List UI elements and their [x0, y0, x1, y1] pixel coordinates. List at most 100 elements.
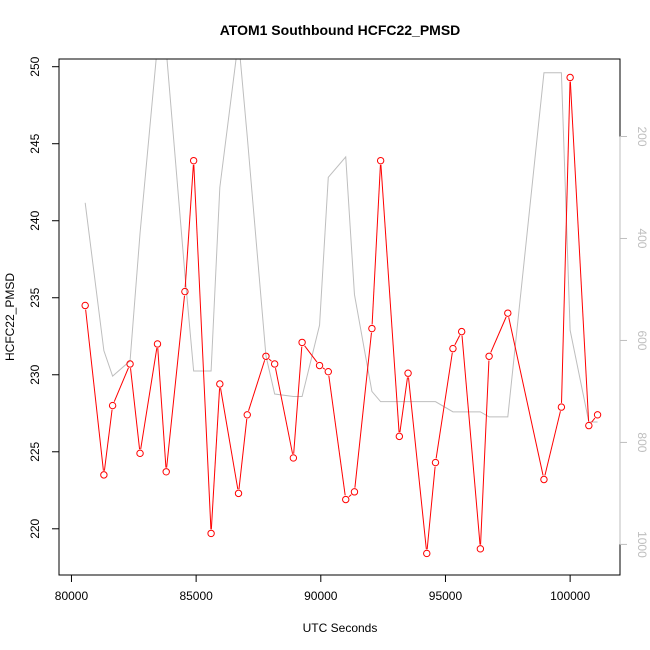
series-line-segment: [480, 360, 490, 545]
y-tick-label: 250: [28, 56, 42, 76]
series-line-segment: [193, 164, 212, 530]
y-tick-label: 245: [28, 133, 42, 153]
data-point: [234, 489, 243, 498]
series-line-segment: [238, 418, 248, 490]
series-line-segment: [103, 409, 113, 471]
data-point: [593, 411, 602, 419]
data-point: [566, 73, 574, 82]
data-point: [108, 401, 117, 410]
data-point: [136, 449, 144, 458]
y-tick-label: 225: [28, 441, 42, 461]
data-point: [449, 344, 457, 353]
data-point: [423, 549, 431, 558]
data-point: [350, 488, 359, 496]
data-point: [243, 411, 251, 419]
y-tick-label: 240: [28, 210, 42, 230]
data-point: [324, 367, 332, 376]
data-point: [207, 529, 215, 538]
data-point: [181, 287, 189, 296]
y-tick-label: 235: [28, 287, 42, 307]
y2-tick-label: 400: [635, 228, 649, 248]
series-line-segment: [293, 346, 303, 454]
series-line-segment: [113, 367, 129, 402]
data-point: [298, 338, 306, 347]
secondary-series: [84, 59, 598, 423]
y2-tick-label: 1000: [635, 531, 649, 558]
primary-series: [81, 73, 602, 558]
series-line-segment: [348, 494, 352, 498]
y2-tick-label: 800: [635, 432, 649, 452]
data-point: [404, 369, 412, 377]
x-tick-label: 95000: [429, 589, 463, 603]
data-point: [162, 468, 170, 476]
data-point: [153, 340, 162, 348]
plot-frame: [58, 58, 621, 576]
series-line-segment: [157, 348, 167, 468]
y-axis: 220 225 230 235 240 245 250: [28, 56, 60, 539]
series-line-segment: [85, 309, 104, 471]
data-point: [289, 454, 298, 462]
series-line-segment: [454, 335, 461, 346]
y2-tick-label: 200: [635, 126, 649, 146]
data-point: [100, 471, 108, 479]
data-point: [376, 156, 385, 165]
data-point: [126, 360, 134, 368]
y-axis-title: HCFC22_PMSD: [3, 273, 17, 361]
series-line-segment: [304, 345, 318, 363]
series-line-segment: [130, 368, 141, 450]
chart-title: ATOM1 Southbound HCFC22_PMSD: [220, 22, 461, 38]
data-point: [485, 352, 493, 360]
series-line: [84, 59, 598, 423]
series-line-segment: [380, 164, 400, 433]
plot-area: [58, 58, 621, 576]
series-line-segment: [490, 316, 507, 353]
series-line-segment: [248, 360, 266, 411]
series-line-segment: [268, 358, 272, 362]
data-point: [504, 309, 512, 317]
x-tick-label: 85000: [179, 589, 213, 603]
data-point: [342, 495, 350, 504]
y-tick-label: 230: [28, 364, 42, 384]
series-line-segment: [569, 81, 590, 422]
series-line-segment: [435, 352, 453, 459]
data-point: [395, 432, 404, 441]
x-tick-label: 90000: [304, 589, 338, 603]
series-line-segment: [210, 388, 221, 530]
series-line-segment: [140, 348, 158, 450]
secondary-y-axis: 200 400 600 800 1000: [619, 126, 649, 558]
x-tick-label: 80000: [55, 589, 89, 603]
data-point: [216, 380, 224, 388]
series-line-segment: [561, 81, 571, 403]
series-line-segment: [328, 375, 346, 496]
series-line-segment: [461, 335, 481, 545]
series-line-segment: [184, 164, 194, 288]
series-line-segment: [371, 164, 381, 325]
y-tick-label: 220: [28, 518, 42, 538]
series-line-segment: [354, 332, 372, 488]
series-line-segment: [275, 368, 294, 454]
data-point: [368, 324, 376, 333]
series-line-segment: [426, 466, 436, 550]
data-point: [315, 361, 324, 370]
data-point: [540, 475, 548, 484]
data-point: [262, 352, 270, 360]
data-point: [557, 403, 566, 411]
data-point: [431, 458, 440, 467]
data-point: [457, 327, 466, 336]
series-line-segment: [322, 367, 326, 370]
series-line-segment: [166, 295, 185, 468]
data-point: [476, 545, 485, 553]
series-line-segment: [408, 377, 427, 550]
series-line-segment: [399, 377, 408, 433]
series-group: [81, 59, 602, 558]
x-tick-label: 100000: [550, 589, 590, 603]
data-point: [189, 156, 198, 165]
data-point: [585, 421, 593, 430]
series-line-segment: [591, 417, 596, 423]
x-axis: 80000 85000 90000 95000 100000: [55, 574, 590, 603]
data-point: [81, 301, 89, 310]
series-line-segment: [544, 411, 561, 476]
y2-tick-label: 600: [635, 330, 649, 350]
data-point: [270, 360, 279, 368]
